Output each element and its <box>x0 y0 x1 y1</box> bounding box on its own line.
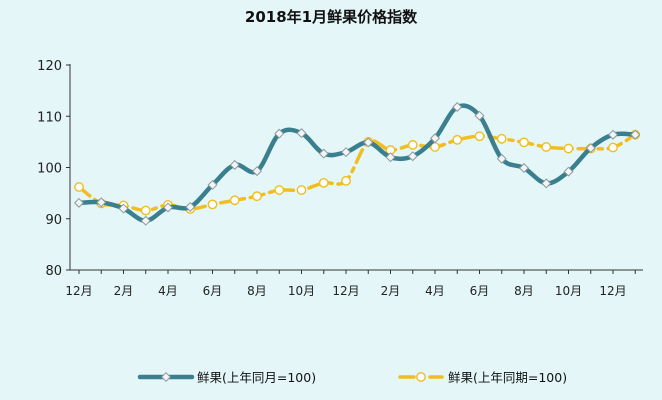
x-tick-label: 12月 <box>65 284 92 298</box>
series-same-period-marker <box>563 143 574 154</box>
series-same-period-marker <box>519 137 529 148</box>
x-tick-label: 8月 <box>514 284 534 298</box>
y-tick-label: 120 <box>37 59 62 74</box>
series-same-period-marker <box>608 142 618 153</box>
x-tick-label: 12月 <box>599 284 626 298</box>
x-tick-label: 2月 <box>114 284 134 298</box>
x-tick-label: 10月 <box>555 284 582 298</box>
series-same-period-marker <box>318 177 329 188</box>
series-same-month-marker <box>274 128 285 139</box>
series-same-period-marker <box>229 195 240 206</box>
series-same-period-marker <box>252 191 262 202</box>
series-same-month-marker <box>585 143 596 154</box>
legend-same-period-label: 鲜果(上年同期=100) <box>448 370 567 385</box>
series-same-period-marker <box>341 175 351 186</box>
series-same-month-marker <box>474 110 485 121</box>
series-same-month-marker <box>385 152 396 163</box>
x-tick-label: 2月 <box>381 284 401 298</box>
series-same-period-marker <box>274 185 285 195</box>
series-same-month-marker <box>563 166 574 177</box>
x-tick-label: 4月 <box>158 284 178 298</box>
x-tick-label: 10月 <box>288 284 315 298</box>
series-same-month-marker <box>607 129 619 140</box>
series-same-month-marker <box>452 102 463 113</box>
legend-same-period-marker <box>416 372 426 382</box>
series-same-month-marker <box>340 147 352 158</box>
series-same-month-marker <box>496 153 507 164</box>
y-tick-label: 110 <box>37 110 62 125</box>
series-same-month-marker <box>207 179 218 190</box>
y-tick-label: 90 <box>45 213 62 228</box>
x-tick-label: 6月 <box>203 284 223 298</box>
x-tick-label: 6月 <box>470 284 490 298</box>
series-same-period-marker <box>296 185 307 195</box>
x-tick-label: 12月 <box>332 284 359 298</box>
series-same-month-marker <box>162 202 174 213</box>
series-same-month-marker <box>407 151 418 162</box>
series-same-month-marker <box>363 137 374 148</box>
series-same-month-marker <box>73 197 85 208</box>
series-same-month-marker <box>229 159 240 170</box>
series-same-month-marker <box>518 163 530 174</box>
series-same-month-marker <box>251 166 263 177</box>
series-same-period-marker <box>541 142 552 152</box>
series-same-month-marker <box>118 203 129 214</box>
series-same-period-marker <box>207 199 218 210</box>
series-same-month-marker <box>140 215 151 226</box>
series-same-month-marker <box>318 148 329 159</box>
legend-same-month-marker <box>160 371 172 383</box>
series-same-month-marker <box>296 128 307 139</box>
series-same-month-marker <box>96 197 107 208</box>
series-same-month-marker <box>185 201 196 212</box>
series-same-period-marker <box>452 134 463 145</box>
series-same-month-marker <box>630 129 641 140</box>
y-tick-label: 80 <box>45 264 62 279</box>
x-tick-label: 4月 <box>425 284 445 298</box>
series-same-period-marker <box>407 140 418 150</box>
chart-title: 2018年1月鲜果价格指数 <box>245 8 418 26</box>
x-tick-label: 8月 <box>247 284 267 298</box>
y-tick-label: 100 <box>37 162 62 177</box>
series-same-period-marker <box>474 131 485 142</box>
series-same-period-marker <box>140 205 151 216</box>
series-same-period-marker <box>74 182 84 192</box>
series-same-month-marker <box>429 133 441 144</box>
series-same-month-marker <box>541 178 552 189</box>
series-same-period-marker <box>496 133 507 144</box>
legend-same-month-label: 鲜果(上年同月=100) <box>197 370 316 385</box>
